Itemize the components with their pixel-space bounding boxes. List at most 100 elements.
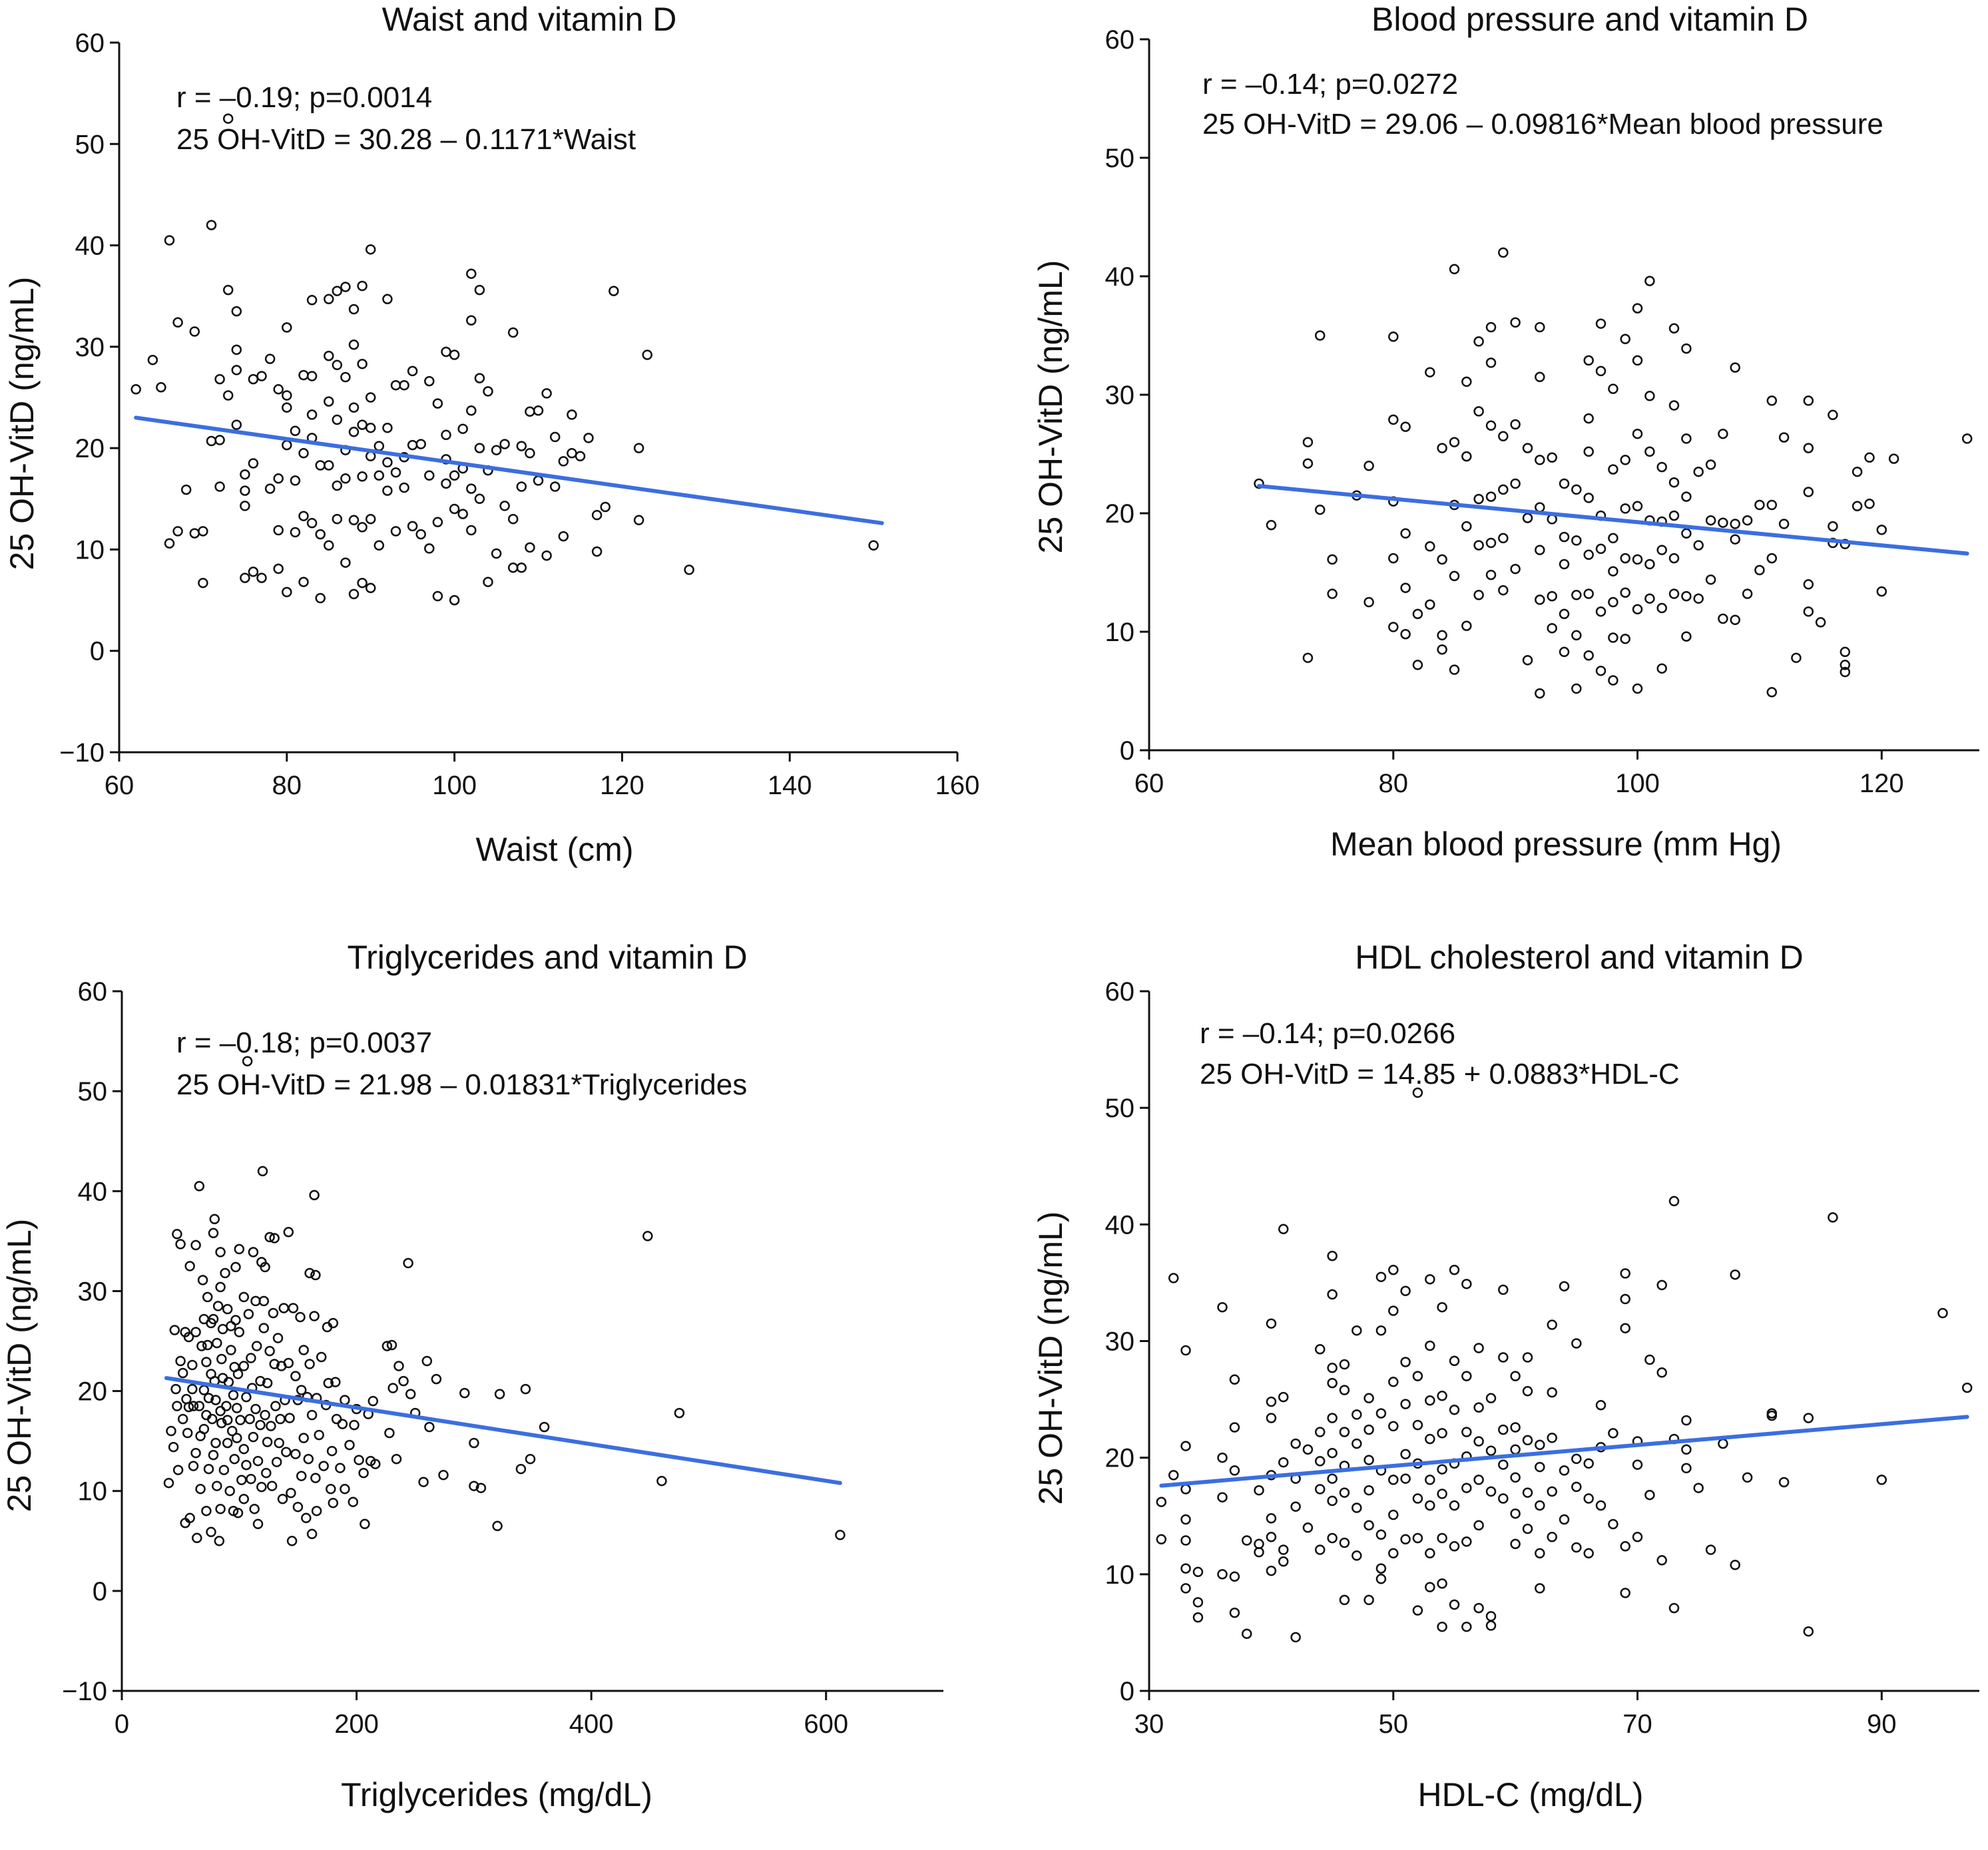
data-point (1632, 1459, 1643, 1470)
data-point (177, 1413, 188, 1425)
data-point (340, 1395, 350, 1405)
data-point (494, 1389, 505, 1399)
data-point (1535, 502, 1545, 513)
data-point (1364, 596, 1374, 608)
stats-annotation: r = –0.18; p=0.0037 (176, 1027, 432, 1059)
data-point (340, 1483, 350, 1495)
x-tick-label: 160 (935, 771, 980, 800)
data-point (212, 1301, 224, 1311)
data-point (1425, 1475, 1435, 1485)
data-point (609, 286, 619, 296)
x-tick-label: 60 (105, 771, 134, 800)
data-point (1364, 1455, 1374, 1465)
data-point (1522, 513, 1533, 523)
data-point (357, 577, 368, 588)
data-point (1583, 1548, 1594, 1559)
regression-line (134, 415, 884, 525)
data-point (1425, 1500, 1435, 1511)
data-point (221, 1401, 232, 1411)
data-point (257, 1166, 268, 1177)
data-point (1400, 1473, 1411, 1484)
data-point (415, 439, 426, 449)
data-point (1461, 451, 1472, 462)
data-point (424, 375, 435, 387)
data-point (1498, 1424, 1509, 1435)
data-point (441, 429, 451, 441)
data-point (215, 1281, 226, 1293)
data-point (324, 350, 334, 361)
data-point (1375, 1408, 1387, 1419)
data-point (261, 1467, 272, 1479)
data-point (282, 439, 292, 451)
data-point (1364, 1594, 1374, 1606)
data-point (348, 588, 360, 600)
data-point (241, 1391, 252, 1403)
data-point (1608, 533, 1618, 544)
data-point (1449, 571, 1460, 582)
data-point (306, 1409, 318, 1421)
data-point (1754, 499, 1765, 511)
data-point (1547, 452, 1557, 463)
data-point (365, 582, 376, 594)
data-point (491, 445, 502, 455)
data-point (1302, 458, 1314, 469)
data-point (1803, 395, 1814, 406)
data-point (324, 396, 334, 407)
data-point (203, 1463, 214, 1475)
data-point (198, 577, 208, 588)
data-point (215, 1247, 226, 1258)
data-point (1473, 590, 1484, 600)
x-axis-label: Waist (cm) (476, 831, 634, 868)
data-point (304, 1359, 315, 1369)
data-point (1352, 1438, 1362, 1449)
data-point (198, 1385, 210, 1395)
data-point (175, 1355, 186, 1367)
data-point (1473, 1602, 1484, 1614)
data-point (525, 448, 535, 459)
data-point (1668, 1196, 1680, 1207)
y-tick-label: 30 (1105, 1327, 1135, 1357)
data-point (1352, 1550, 1362, 1561)
data-point (269, 1233, 280, 1244)
data-point (1327, 554, 1338, 565)
x-tick-label: 50 (1379, 1710, 1409, 1739)
data-point (190, 1327, 201, 1337)
y-tick-label: 10 (78, 1477, 108, 1506)
data-point (1266, 1318, 1277, 1329)
data-point (238, 1443, 250, 1455)
data-point (1876, 525, 1887, 535)
data-point (1571, 1542, 1582, 1553)
data-point (1302, 437, 1314, 447)
data-point (1766, 553, 1778, 564)
data-point (306, 409, 318, 420)
data-point (290, 1371, 301, 1381)
data-point (365, 422, 376, 433)
data-point (234, 1244, 245, 1255)
data-point (212, 1481, 222, 1491)
data-point (214, 373, 225, 385)
data-point (222, 390, 234, 401)
data-point (507, 327, 519, 338)
data-point (357, 471, 368, 482)
data-point (469, 1481, 479, 1491)
y-tick-label: 0 (90, 637, 105, 666)
data-point (1668, 477, 1680, 488)
data-point (1473, 540, 1484, 551)
data-point (1375, 1529, 1387, 1540)
data-point (1681, 1415, 1692, 1426)
data-point (1656, 461, 1667, 473)
data-point (1449, 1405, 1460, 1415)
data-point (1400, 1285, 1411, 1296)
data-point (1803, 443, 1814, 453)
data-point (229, 1453, 240, 1465)
data-point (1400, 628, 1411, 640)
data-point (228, 1505, 239, 1516)
data-point (208, 1313, 219, 1325)
data-point (1473, 493, 1484, 505)
data-point (1693, 1483, 1704, 1493)
stats-annotation: r = –0.14; p=0.0272 (1202, 68, 1458, 101)
data-point (222, 1437, 233, 1449)
data-point (1535, 1461, 1545, 1473)
x-axis-label: Triglycerides (mg/dL) (341, 1776, 652, 1813)
data-point (591, 546, 603, 557)
